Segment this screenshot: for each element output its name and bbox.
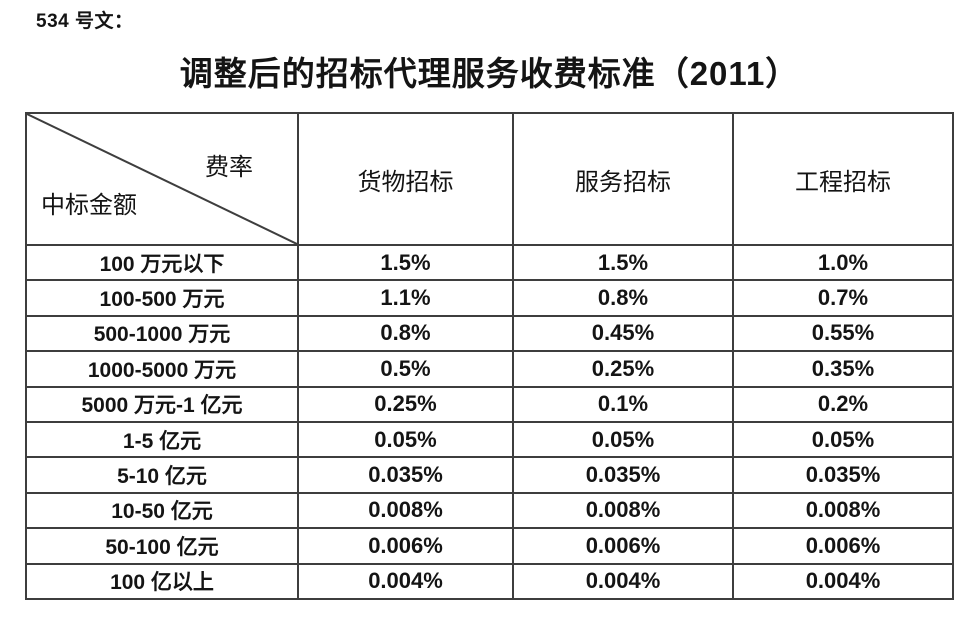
rate-cell: 1.5% [512,243,734,282]
rate-cell: 0.035% [732,456,954,494]
corner-label-rate: 费率 [205,154,253,181]
fee-rate-table: 费率 中标金额 货物招标 服务招标 工程招标 100 万元以下 1.5% 1.5… [25,112,954,600]
diagonal-divider-line [28,115,296,243]
rate-cell: 0.05% [512,420,734,459]
rate-cell: 0.8% [297,314,514,353]
row-label: 500-1000 万元 [25,314,299,353]
row-label: 5000 万元-1 亿元 [25,385,299,423]
rate-cell: 0.035% [512,456,734,494]
rate-cell: 0.05% [732,420,954,459]
rate-cell: 0.006% [732,527,954,565]
table-row: 1-5 亿元 0.05% 0.05% 0.05% [25,420,954,459]
table-row: 1000-5000 万元 0.5% 0.25% 0.35% [25,350,954,388]
rate-cell: 0.5% [297,350,514,388]
corner-header-cell: 费率 中标金额 [25,112,299,246]
rate-cell: 0.7% [732,279,954,317]
row-label: 100 亿以上 [25,562,299,600]
table-row: 50-100 亿元 0.006% 0.006% 0.006% [25,527,954,565]
corner-label-bid-amount: 中标金额 [41,192,137,219]
row-label: 100-500 万元 [25,279,299,317]
rate-cell: 0.25% [297,385,514,423]
rate-cell: 0.008% [297,491,514,530]
table-row: 5-10 亿元 0.035% 0.035% 0.035% [25,456,954,494]
rate-cell: 0.008% [512,491,734,530]
rate-cell: 0.2% [732,385,954,423]
table-row: 5000 万元-1 亿元 0.25% 0.1% 0.2% [25,385,954,423]
rate-cell: 0.004% [512,562,734,600]
table-row: 500-1000 万元 0.8% 0.45% 0.55% [25,314,954,353]
rate-cell: 0.1% [512,385,734,423]
rate-cell: 0.25% [512,350,734,388]
rate-cell: 0.45% [512,314,734,353]
rate-cell: 0.006% [512,527,734,565]
table-row: 100 万元以下 1.5% 1.5% 1.0% [25,243,954,282]
rate-cell: 0.8% [512,279,734,317]
page-title: 调整后的招标代理服务收费标准（2011） [179,55,800,92]
table-row: 100 亿以上 0.004% 0.004% 0.004% [25,562,954,600]
rate-cell: 0.55% [732,314,954,353]
column-header-engineering-bidding: 工程招标 [732,112,954,246]
rate-cell: 0.35% [732,350,954,388]
column-header-service-bidding: 服务招标 [512,112,734,246]
rate-cell: 1.1% [297,279,514,317]
table-row: 10-50 亿元 0.008% 0.008% 0.008% [25,491,954,530]
doc-number: 534 号文： [36,11,134,32]
row-label: 50-100 亿元 [25,527,299,565]
rate-cell: 0.035% [297,456,514,494]
rate-cell: 0.004% [732,562,954,600]
table-header-row: 费率 中标金额 货物招标 服务招标 工程招标 [25,112,954,246]
column-header-goods-bidding: 货物招标 [297,112,514,246]
rate-cell: 1.0% [732,243,954,282]
row-label: 1-5 亿元 [25,420,299,459]
row-label: 1000-5000 万元 [25,350,299,388]
rate-cell: 0.05% [297,420,514,459]
table-row: 100-500 万元 1.1% 0.8% 0.7% [25,279,954,317]
row-label: 10-50 亿元 [25,491,299,530]
rate-cell: 1.5% [297,243,514,282]
row-label: 100 万元以下 [25,243,299,282]
row-label: 5-10 亿元 [25,456,299,494]
rate-cell: 0.004% [297,562,514,600]
rate-cell: 0.006% [297,527,514,565]
rate-cell: 0.008% [732,491,954,530]
